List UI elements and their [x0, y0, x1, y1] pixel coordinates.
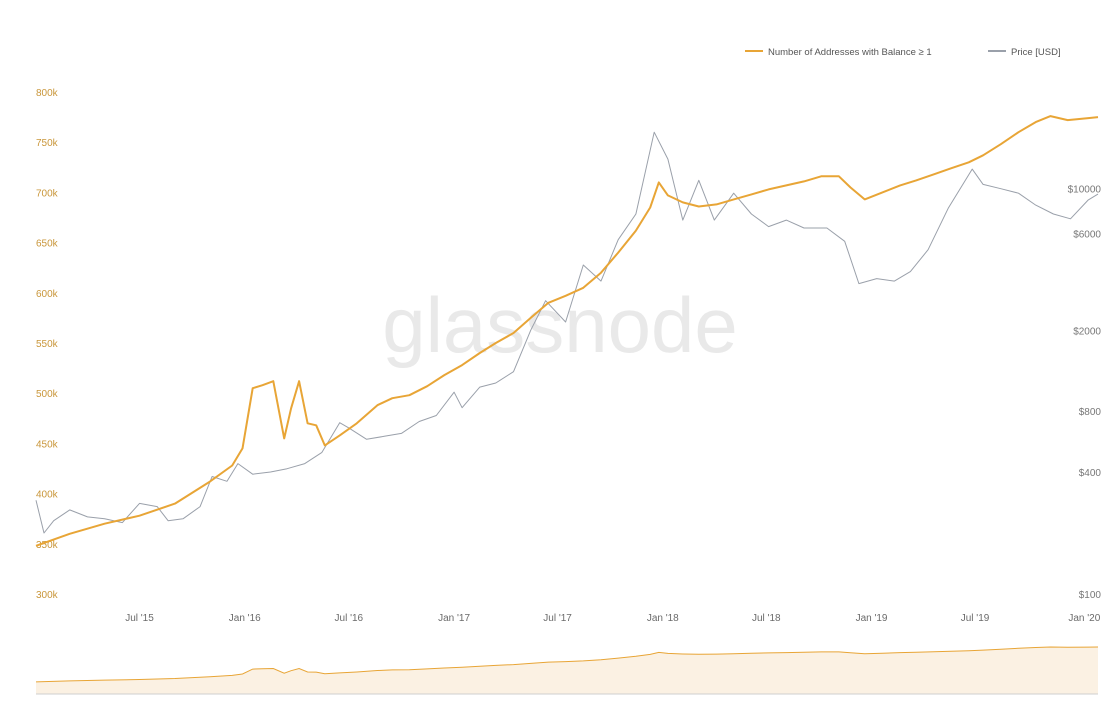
series-line-price: [35, 131, 1099, 534]
x-tick-label: Jan '16: [229, 613, 261, 624]
left-tick-label: 500k: [36, 389, 59, 400]
x-tick-label: Jul '17: [543, 613, 572, 624]
x-tick-label: Jul '19: [961, 613, 990, 624]
legend-label: Number of Addresses with Balance ≥ 1: [768, 47, 932, 58]
x-tick-label: Jan '17: [438, 613, 470, 624]
legend-item-addresses[interactable]: Number of Addresses with Balance ≥ 1: [745, 47, 932, 58]
right-tick-label: $2000: [1073, 326, 1101, 337]
legend-label: Price [USD]: [1011, 47, 1061, 58]
legend-item-price[interactable]: Price [USD]: [988, 47, 1061, 58]
left-tick-label: 450k: [36, 439, 59, 450]
x-tick-label: Jul '16: [335, 613, 364, 624]
right-tick-label: $800: [1079, 407, 1102, 418]
series-layer: [35, 115, 1099, 547]
x-tick-label: Jul '15: [125, 613, 154, 624]
left-tick-label: 750k: [36, 138, 59, 149]
x-tick-label: Jan '18: [647, 613, 679, 624]
left-tick-label: 600k: [36, 289, 59, 300]
left-tick-label: 700k: [36, 188, 59, 199]
brush-line-addresses: [35, 646, 1099, 683]
x-tick-label: Jan '19: [856, 613, 888, 624]
right-tick-label: $10000: [1068, 185, 1102, 196]
left-tick-label: 300k: [36, 590, 59, 601]
left-tick-label: 350k: [36, 540, 59, 551]
right-axis: $100 $400 $800 $2000 $6000 $10000: [1068, 185, 1102, 601]
x-tick-label: Jan '20: [1068, 613, 1100, 624]
right-tick-label: $6000: [1073, 230, 1101, 241]
watermark: glassnode: [382, 281, 738, 369]
right-tick-label: $100: [1079, 590, 1102, 601]
brush-area: [36, 647, 1098, 694]
left-axis: 300k 350k 400k 450k 500k 550k 600k 650k 700k 750k…: [36, 88, 59, 601]
x-axis: Jul '15 Jan '16 Jul '16 Jan '17 Jul '17 Jan '…: [125, 613, 1100, 624]
left-tick-label: 550k: [36, 339, 59, 350]
series-line-addresses: [35, 115, 1099, 547]
left-tick-label: 400k: [36, 490, 59, 501]
legend[interactable]: Number of Addresses with Balance ≥ 1 Pric…: [745, 47, 1061, 58]
right-tick-label: $400: [1079, 468, 1102, 479]
x-tick-label: Jul '18: [752, 613, 781, 624]
range-brush[interactable]: [35, 646, 1099, 695]
left-tick-label: 650k: [36, 239, 59, 250]
left-tick-label: 800k: [36, 88, 59, 99]
